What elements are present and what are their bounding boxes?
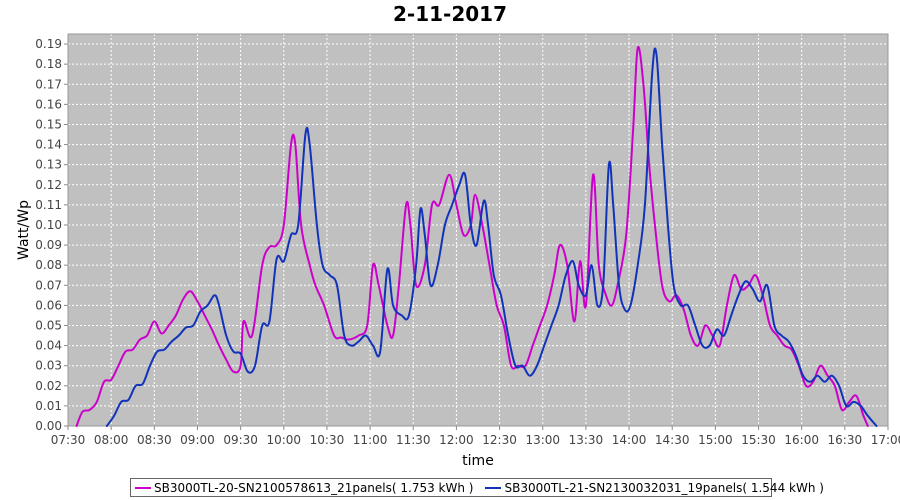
legend: SB3000TL-20-SN2100578613_21panels( 1.753… — [130, 478, 824, 497]
y-tick-label: 0.04 — [35, 339, 62, 353]
gridlines — [67, 34, 889, 427]
legend-item-series-1: SB3000TL-20-SN2100578613_21panels( 1.753… — [135, 481, 473, 495]
y-tick-label: 0.17 — [35, 77, 62, 91]
x-tick-label: 15:00 — [698, 433, 733, 447]
y-tick-label: 0.11 — [35, 198, 62, 212]
x-tick-label: 13:30 — [569, 433, 604, 447]
x-axis-title: time — [462, 453, 494, 469]
x-tick-label: 12:30 — [482, 433, 517, 447]
x-tick-label: 11:30 — [396, 433, 431, 447]
x-tick-label: 16:00 — [784, 433, 819, 447]
y-tick-labels: 0.00 0.01 0.02 0.03 0.04 0.05 0.06 0.07 0.08 0.09… — [35, 37, 62, 433]
y-tick-label: 0.02 — [35, 379, 62, 393]
y-tick-label: 0.01 — [35, 399, 62, 413]
series-line-1 — [75, 45, 869, 427]
legend-swatch-series-1 — [135, 486, 151, 489]
x-tick-label: 13:00 — [525, 433, 560, 447]
y-tick-label: 0.09 — [35, 238, 62, 252]
y-tick-label: 0.07 — [35, 278, 62, 292]
x-tick-label: 08:30 — [137, 433, 172, 447]
y-tick-label: 0.10 — [35, 218, 62, 232]
series-line-2 — [105, 47, 878, 427]
x-tick-label: 07:30 — [51, 433, 86, 447]
plot-background — [68, 34, 888, 426]
x-tick-label: 09:00 — [180, 433, 215, 447]
plot-border — [67, 33, 889, 427]
y-tick-label: 0.03 — [35, 359, 62, 373]
y-tick-label: 0.12 — [35, 178, 62, 192]
x-tick-label: 12:00 — [439, 433, 474, 447]
legend-swatch-series-2 — [485, 486, 502, 489]
x-tick-label: 08:00 — [94, 433, 129, 447]
legend-label-series-2: SB3000TL-21-SN2130032031_19panels( 1.544… — [504, 480, 824, 495]
y-tick-label: 0.08 — [35, 258, 62, 272]
x-tick-label: 17:00 — [871, 433, 900, 447]
x-tick-label: 10:30 — [310, 433, 345, 447]
y-tick-label: 0.15 — [35, 117, 62, 131]
y-tick-label: 0.14 — [35, 138, 62, 152]
x-tick-labels: 07:30 08:00 08:30 09:00 09:30 10:00 10:30 11:00… — [51, 433, 900, 447]
x-tick-label: 11:00 — [353, 433, 388, 447]
legend-label-series-1: SB3000TL-20-SN2100578613_21panels( 1.753… — [154, 480, 474, 495]
x-tick-label: 09:30 — [223, 433, 258, 447]
x-tick-label: 16:30 — [828, 433, 863, 447]
y-tick-label: 0.13 — [35, 158, 62, 172]
series-lines — [75, 45, 878, 427]
y-tick-label: 0.16 — [35, 97, 62, 111]
x-tick-label: 14:30 — [655, 433, 690, 447]
chart-title: 2-11-2017 — [392, 2, 507, 26]
y-tick-label: 0.00 — [35, 419, 62, 433]
y-axis-title: Watt/Wp — [16, 200, 32, 260]
axes — [64, 33, 889, 430]
y-tick-label: 0.05 — [35, 318, 62, 332]
legend-item-series-2: SB3000TL-21-SN2130032031_19panels( 1.544… — [485, 480, 824, 495]
y-tick-label: 0.18 — [35, 57, 62, 71]
x-tick-label: 14:00 — [612, 433, 647, 447]
x-tick-label: 15:30 — [741, 433, 776, 447]
x-tick-label: 10:00 — [266, 433, 301, 447]
y-tick-label: 0.06 — [35, 298, 62, 312]
y-tick-label: 0.19 — [35, 37, 62, 51]
